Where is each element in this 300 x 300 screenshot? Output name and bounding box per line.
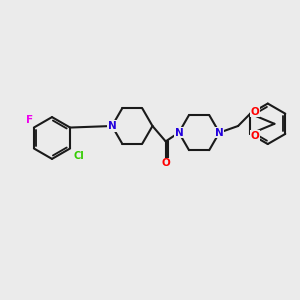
Text: Cl: Cl <box>73 152 84 161</box>
Text: O: O <box>251 131 260 141</box>
Text: N: N <box>215 128 224 138</box>
Text: O: O <box>161 158 170 168</box>
Text: O: O <box>251 107 260 117</box>
Text: N: N <box>108 121 116 131</box>
Text: N: N <box>175 128 183 138</box>
Text: F: F <box>26 115 34 124</box>
